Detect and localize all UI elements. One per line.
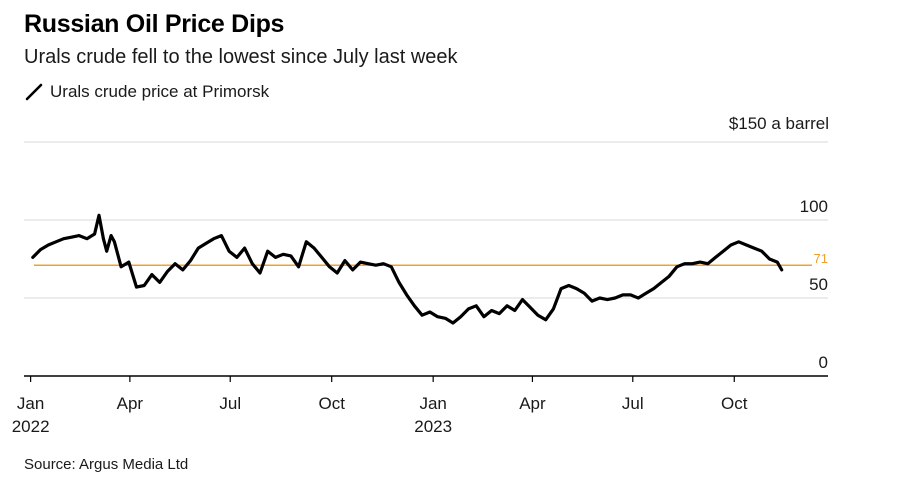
x-tick-label: Jul <box>219 394 241 413</box>
chart-title: Russian Oil Price Dips <box>24 10 285 38</box>
x-tick-year-label: 2023 <box>414 417 452 436</box>
x-axis-ticks: Jan 2022 Apr Jul Oct Jan 2023 Apr Jul Oct <box>12 376 748 436</box>
chart-subtitle: Urals crude fell to the lowest since Jul… <box>24 46 458 68</box>
line-swatch-icon <box>24 82 44 102</box>
x-tick-label: Oct <box>721 394 748 413</box>
legend-label: Urals crude price at Primorsk <box>50 82 270 101</box>
y-tick-label: 0 <box>819 353 828 372</box>
y-tick-label: 100 <box>800 197 828 216</box>
x-tick-label: Apr <box>117 394 144 413</box>
x-tick-label: Jul <box>622 394 644 413</box>
x-tick-label: Apr <box>519 394 546 413</box>
gridlines <box>24 141 828 299</box>
y-tick-label: 50 <box>809 275 828 294</box>
x-tick-year-label: 2022 <box>12 417 50 436</box>
y-tick-labels: 0 50 100 <box>800 197 828 372</box>
series-line-urals <box>31 213 784 325</box>
x-tick-label: Jan <box>419 394 446 413</box>
x-tick-label: Oct <box>318 394 345 413</box>
legend: Urals crude price at Primorsk <box>24 82 269 102</box>
reference-line-label: 71 <box>814 251 828 266</box>
source-note: Source: Argus Media Ltd <box>24 456 189 473</box>
x-tick-label: Jan <box>17 394 44 413</box>
y-unit-label: $150 a barrel <box>728 114 829 133</box>
